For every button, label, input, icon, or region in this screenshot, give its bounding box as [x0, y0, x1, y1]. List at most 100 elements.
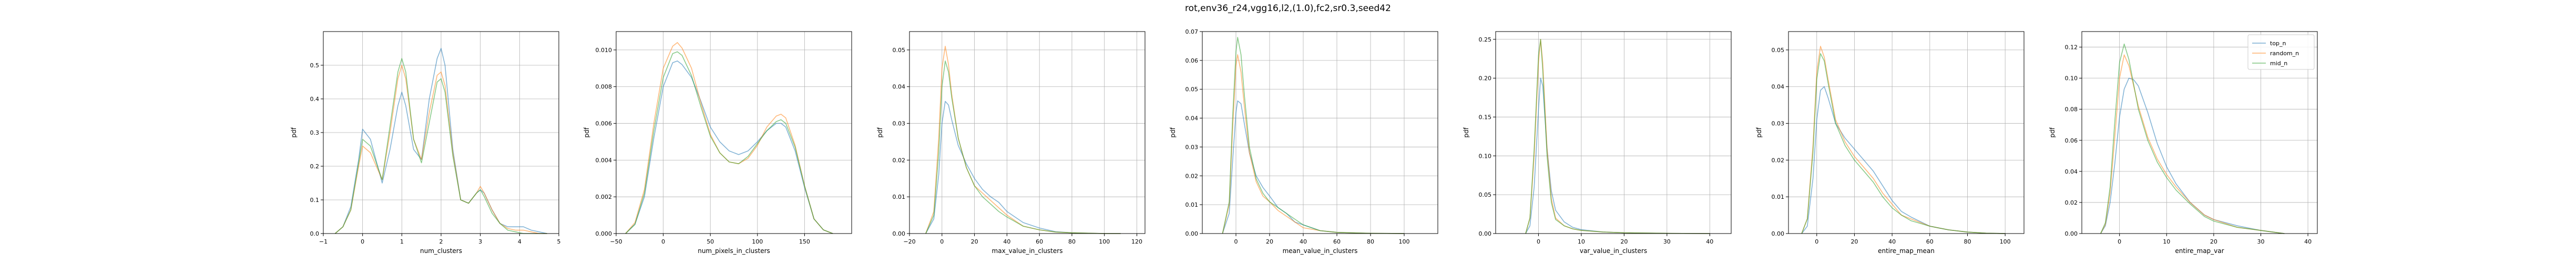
- y-tick-label: 0.004: [596, 157, 612, 164]
- y-tick-label: 0.006: [596, 120, 612, 127]
- x-tick-label: 150: [799, 238, 810, 245]
- x-tick-label: 0: [361, 238, 364, 245]
- series-line-mid-n: [1222, 37, 1405, 234]
- legend: top_n random_n mid_n: [2247, 34, 2315, 70]
- x-axis-label: entire_map_var: [2175, 247, 2224, 255]
- series-line-random-n: [1525, 39, 1710, 234]
- y-tick-label: 0.010: [596, 47, 612, 54]
- y-tick-label: 0.10: [2065, 75, 2078, 82]
- y-tick-label: 0.4: [310, 96, 320, 103]
- x-tick-label: 50: [707, 238, 714, 245]
- y-tick-label: 0.02: [2065, 199, 2078, 206]
- x-tick-label: 5: [557, 238, 561, 245]
- figure-title: rot,env36_r24,vgg16,l2,(1.0),fc2,sr0.3,s…: [1185, 3, 1391, 14]
- x-tick-label: 80: [1964, 238, 1971, 245]
- y-axis-label: pdf: [1463, 127, 1470, 138]
- x-tick-label: 4: [518, 238, 522, 245]
- x-tick-label: 30: [1663, 238, 1671, 245]
- y-tick-label: 0.00: [1772, 230, 1785, 237]
- y-axis-label: pdf: [583, 127, 590, 138]
- x-tick-label: 2: [439, 238, 443, 245]
- y-tick-label: 0.1: [310, 197, 320, 204]
- y-tick-label: 0.008: [596, 84, 612, 90]
- x-tick-label: 100: [1099, 238, 1110, 245]
- axes-frame: [909, 31, 1146, 234]
- x-tick-label: 0: [661, 238, 665, 245]
- y-tick-label: 0.04: [1772, 84, 1785, 90]
- series-line-top-n: [334, 48, 547, 234]
- y-tick-label: 0.06: [1185, 57, 1199, 64]
- x-tick-label: 100: [2000, 238, 2011, 245]
- x-tick-label: 20: [1851, 238, 1858, 245]
- x-tick-label: −50: [610, 238, 622, 245]
- axes-frame: [1202, 31, 1438, 234]
- x-tick-label: 120: [1131, 238, 1142, 245]
- y-tick-label: 0.002: [596, 194, 612, 200]
- axes-frame: [2081, 31, 2318, 234]
- series-line-top-n: [625, 60, 833, 234]
- axes-frame: [616, 31, 852, 234]
- x-tick-label: 0: [1815, 238, 1818, 245]
- x-tick-label: 60: [1333, 238, 1341, 245]
- x-tick-label: 40: [1706, 238, 1713, 245]
- x-tick-label: 60: [1926, 238, 1934, 245]
- series-line-mid-n: [625, 51, 833, 234]
- x-tick-label: 1: [400, 238, 404, 245]
- chart-panel-1: −1 0 1 2 3 4 5 0.0 0.1 0.2 0.3 0.4 0.5 num_clusters pd…: [290, 31, 561, 255]
- x-tick-label: 80: [1068, 238, 1076, 245]
- y-tick-label: 0.000: [596, 230, 612, 237]
- x-tick-label: −20: [903, 238, 915, 245]
- series-line-mid-n: [1525, 39, 1710, 234]
- y-tick-label: 0.5: [310, 62, 320, 69]
- x-tick-label: 10: [2163, 238, 2170, 245]
- y-tick-label: 0.00: [893, 230, 906, 237]
- series-line-random-n: [1801, 46, 2006, 234]
- axes-frame: [1788, 31, 2025, 234]
- y-tick-label: 0.05: [1479, 191, 1492, 198]
- axes-frame: [1495, 31, 1732, 234]
- y-tick-label: 0.04: [2065, 168, 2078, 175]
- x-axis-label: var_value_in_clusters: [1580, 247, 1647, 255]
- y-tick-label: 0.12: [2065, 44, 2078, 51]
- y-tick-label: 0.03: [893, 120, 906, 127]
- y-tick-label: 0.10: [1479, 153, 1492, 159]
- series-line-top-n: [1222, 100, 1405, 234]
- x-tick-label: 40: [1888, 238, 1896, 245]
- series-line-random-n: [334, 65, 547, 234]
- x-tick-label: 10: [1578, 238, 1585, 245]
- y-tick-label: 0.15: [1479, 114, 1492, 120]
- x-tick-label: 60: [1036, 238, 1043, 245]
- y-tick-label: 0.07: [1185, 28, 1199, 35]
- x-axis-label: num_pixels_in_clusters: [698, 247, 770, 255]
- y-tick-label: 0.05: [1772, 47, 1785, 54]
- y-axis-label: pdf: [876, 127, 884, 138]
- x-axis-label: num_clusters: [420, 247, 462, 255]
- chart-panel-5: 0 10 20 30 40 0.00 0.05 0.10 0.15 0.20 0.25 var_val…: [1463, 31, 1732, 255]
- series-line-mid-n: [334, 58, 547, 234]
- y-tick-label: 0.06: [2065, 137, 2078, 144]
- series-line-top-n: [2100, 77, 2285, 234]
- y-tick-label: 0.01: [893, 194, 906, 200]
- y-tick-label: 0.08: [2065, 106, 2078, 113]
- chart-panel-4: 0 20 40 60 80 100 0.00 0.01 0.02 0.03 0.04 0.05 0.06…: [1169, 28, 1438, 255]
- y-axis-label: pdf: [2049, 127, 2056, 138]
- y-tick-label: 0.0: [310, 230, 320, 237]
- x-tick-label: 40: [2304, 238, 2312, 245]
- series-line-mid-n: [2100, 43, 2285, 234]
- series-line-random-n: [1222, 54, 1405, 234]
- y-tick-label: 0.00: [1479, 230, 1492, 237]
- x-tick-label: 30: [2257, 238, 2264, 245]
- x-tick-label: 20: [971, 238, 978, 245]
- y-tick-label: 0.25: [1479, 36, 1492, 43]
- x-tick-label: 20: [2210, 238, 2217, 245]
- x-tick-label: 3: [478, 238, 482, 245]
- x-tick-label: −1: [319, 238, 328, 245]
- legend-label-random-n: random_n: [2270, 50, 2299, 57]
- y-tick-label: 0.00: [2065, 230, 2078, 237]
- legend-label-mid-n: mid_n: [2270, 60, 2287, 67]
- y-tick-label: 0.05: [893, 47, 906, 54]
- x-axis-label: max_value_in_clusters: [992, 247, 1063, 255]
- x-axis-label: entire_map_mean: [1878, 247, 1935, 255]
- y-tick-label: 0.01: [1772, 194, 1785, 200]
